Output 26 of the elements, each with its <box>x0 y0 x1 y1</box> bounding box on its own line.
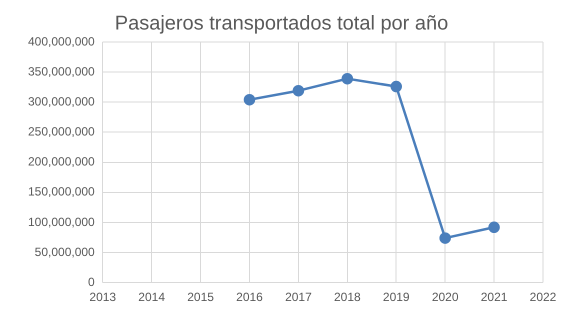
point <box>292 84 304 96</box>
y-tick-label: 150,000,000 <box>28 184 96 199</box>
x-tick-label: 2013 <box>89 290 116 304</box>
x-tick-label: 2019 <box>382 290 410 304</box>
x-tick-label: 2017 <box>285 290 312 304</box>
x-tick-label: 2020 <box>432 290 459 304</box>
point <box>390 80 402 92</box>
x-tick-label: 2021 <box>480 290 508 304</box>
y-tick-label: 100,000,000 <box>28 214 96 229</box>
chart-title: Pasajeros transportados total por año <box>114 12 448 35</box>
point <box>439 232 451 244</box>
point <box>244 94 256 106</box>
y-tick-label: 50,000,000 <box>34 244 96 259</box>
y-tick-label: 250,000,000 <box>28 124 96 139</box>
x-tick-label: 2018 <box>334 290 361 304</box>
point <box>342 72 354 84</box>
x-tick-label: 2016 <box>236 290 264 304</box>
y-tick-label: 200,000,000 <box>28 154 96 169</box>
y-tick-label: 350,000,000 <box>28 64 96 78</box>
y-tick-label: 0 <box>88 274 96 289</box>
point <box>488 222 500 234</box>
x-tick-label: 2022 <box>530 290 557 304</box>
x-tick-label: 2014 <box>138 290 166 304</box>
x-tick-label: 2015 <box>187 290 214 304</box>
y-tick-label: 400,000,000 <box>28 34 96 48</box>
y-tick-label: 300,000,000 <box>28 94 96 108</box>
